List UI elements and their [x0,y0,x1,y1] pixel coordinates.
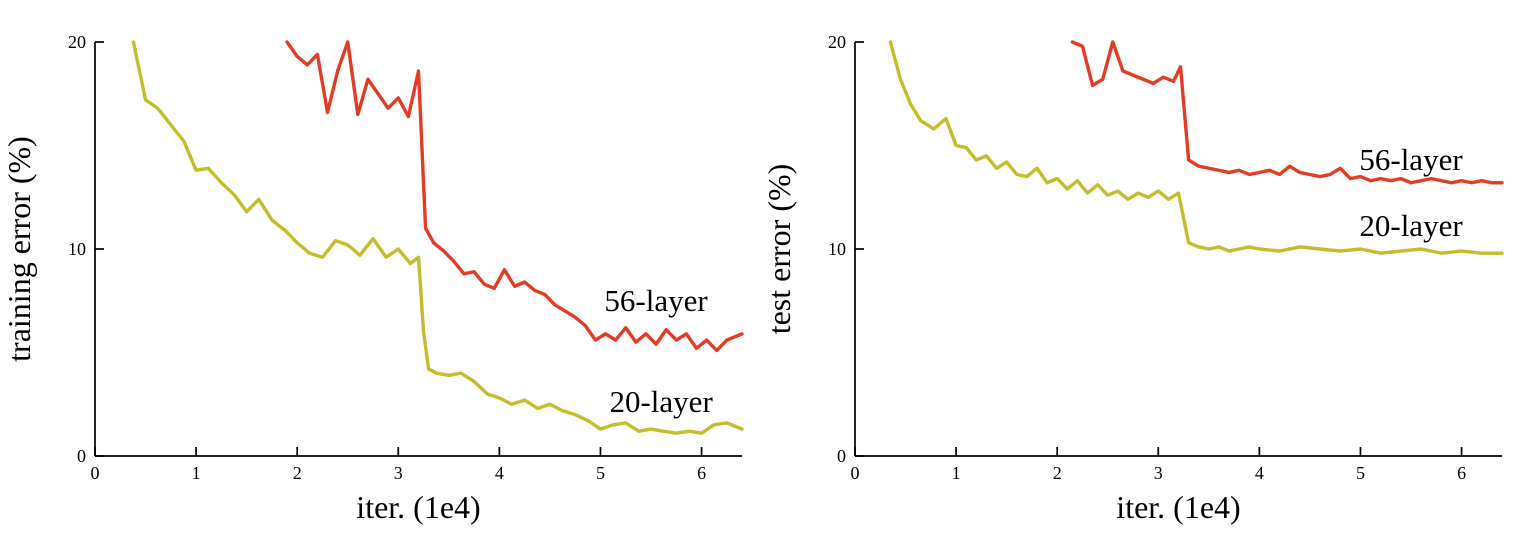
x-tick-label: 1 [192,463,201,483]
x-tick-label: 2 [293,463,302,483]
x-axis-label: iter. (1e4) [356,489,480,525]
training-error-chart: 0 1 2 3 4 5 6 0 10 20 56-layer 20-layer iter. (1e4) t… [1,32,744,525]
x-tick-label: 0 [851,463,860,483]
x-tick-label: 5 [596,463,605,483]
series-line-56-layer [1070,40,1504,185]
test-error-plot: 0 1 2 3 4 5 6 0 10 20 56-layer 20-layer iter. (1e4) t… [761,32,1504,525]
series-label-56-layer: 56-layer [1359,142,1463,177]
y-tick-label: 0 [837,446,846,466]
y-tick-label: 20 [68,32,86,52]
y-tick-label: 0 [77,446,86,466]
x-tick-label: 4 [1255,463,1264,483]
series-line-20-layer [888,40,1504,255]
x-tick-label: 3 [394,463,403,483]
x-tick-label: 4 [495,463,504,483]
training-error-plot: 0 1 2 3 4 5 6 0 10 20 56-layer 20-layer iter. (1e4) t… [1,32,744,525]
y-tick-label: 10 [68,239,86,259]
x-tick-label: 1 [952,463,961,483]
test-error-chart: 0 1 2 3 4 5 6 0 10 20 56-layer 20-layer iter. (1e4) t… [760,0,1520,534]
y-axis-label: training error (%) [1,136,37,362]
x-tick-label: 0 [91,463,100,483]
x-axis-label: iter. (1e4) [1116,489,1240,525]
series-label-20-layer: 20-layer [609,384,713,419]
y-tick-label: 10 [828,239,846,259]
series-line-56-layer [285,40,744,353]
x-tick-label: 6 [1457,463,1466,483]
y-axis-label: test error (%) [761,164,797,335]
series-label-20-layer: 20-layer [1359,208,1463,243]
x-tick-label: 2 [1053,463,1062,483]
x-tick-label: 6 [697,463,706,483]
y-tick-label: 20 [828,32,846,52]
x-tick-label: 3 [1154,463,1163,483]
series-label-56-layer: 56-layer [604,283,708,318]
x-tick-label: 5 [1356,463,1365,483]
series-line-20-layer [131,40,744,435]
